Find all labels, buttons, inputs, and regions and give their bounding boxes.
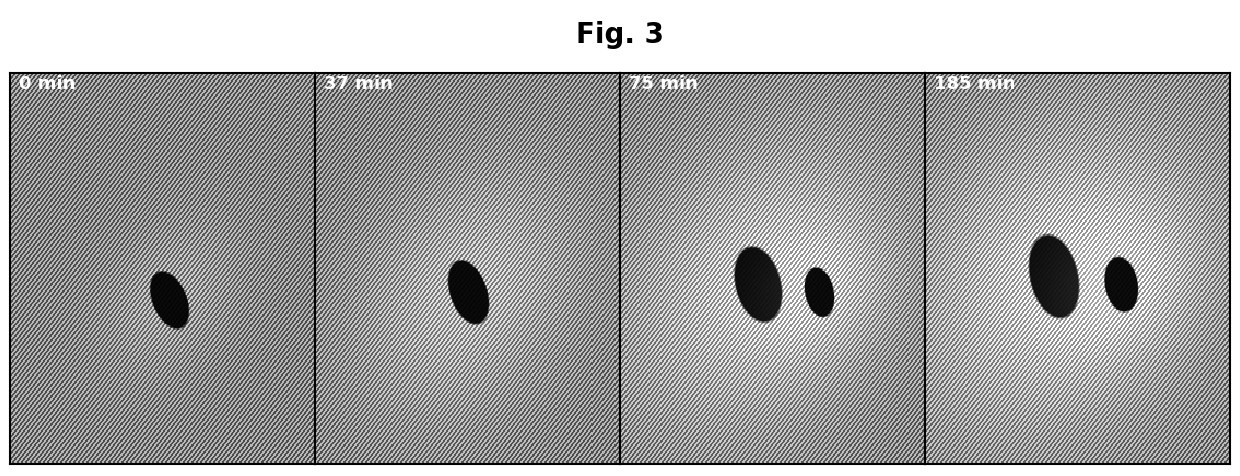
Text: 185 min: 185 min — [934, 75, 1016, 93]
Text: 0 min: 0 min — [19, 75, 76, 93]
Text: 75 min: 75 min — [629, 75, 698, 93]
Text: Fig. 3: Fig. 3 — [577, 21, 663, 50]
Text: 37 min: 37 min — [324, 75, 393, 93]
